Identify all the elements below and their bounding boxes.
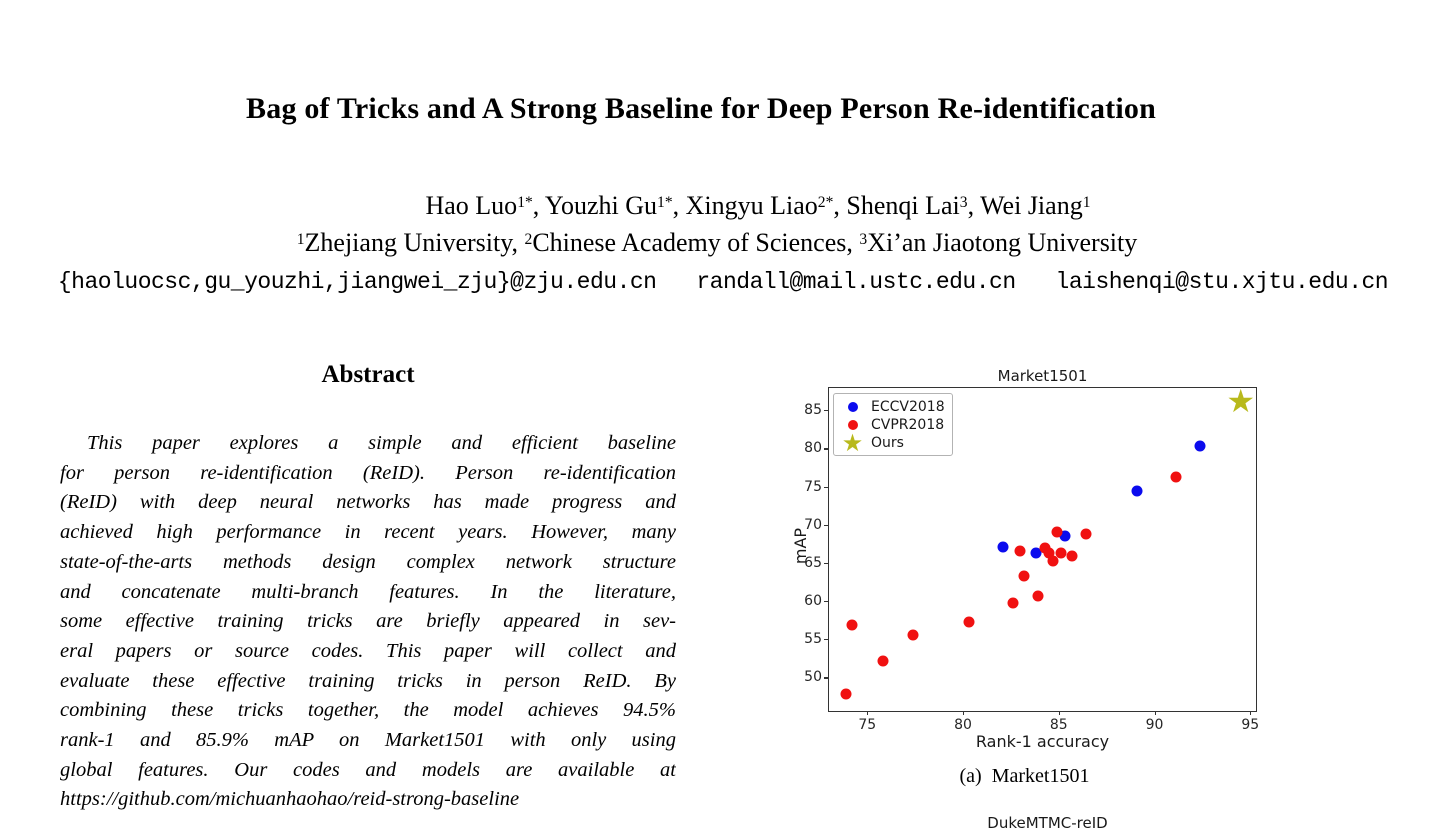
data-point-star-ours: ★ bbox=[1226, 382, 1256, 421]
data-point-cvpr2018 bbox=[1170, 471, 1182, 483]
data-point-eccv2018 bbox=[1030, 547, 1042, 559]
y-tick-label: 70 bbox=[804, 516, 822, 533]
dot-marker-icon bbox=[834, 416, 871, 434]
y-tick-mark bbox=[823, 639, 828, 641]
author-affiliation-mark: 3 bbox=[959, 193, 968, 211]
legend-label: Ours bbox=[871, 435, 904, 451]
y-tick-mark bbox=[823, 677, 828, 679]
x-tick-mark bbox=[867, 711, 869, 715]
dot-marker-icon bbox=[834, 398, 871, 416]
y-tick-label: 60 bbox=[804, 593, 822, 610]
data-point-cvpr2018 bbox=[1007, 597, 1019, 609]
x-axis-label: Rank-1 accuracy bbox=[975, 732, 1110, 751]
data-point-eccv2018 bbox=[1131, 485, 1143, 497]
affiliation-name: Zhejiang University bbox=[304, 228, 512, 257]
author-affiliation-mark: 2* bbox=[817, 193, 834, 211]
affiliation-mark: 3 bbox=[859, 230, 868, 248]
affiliation-name: Xi’an Jiaotong University bbox=[867, 228, 1138, 257]
y-tick-mark bbox=[823, 524, 828, 526]
next-chart-title: DukeMTMC-reID bbox=[987, 814, 1108, 831]
data-point-cvpr2018 bbox=[1032, 590, 1044, 602]
abstract-line: evaluate these effective training tricks… bbox=[60, 669, 676, 692]
abstract-body: This paper explores a simple and efficie… bbox=[60, 429, 676, 815]
star-marker-icon: ★ bbox=[841, 429, 864, 457]
abstract-line: combining these tricks together, the mod… bbox=[60, 699, 676, 722]
abstract-line: This paper explores a simple and efficie… bbox=[87, 432, 676, 454]
y-tick-mark bbox=[823, 448, 828, 450]
author-affiliation-mark: 1 bbox=[1082, 193, 1091, 211]
y-tick-mark bbox=[823, 601, 828, 603]
figure-caption: (a) Market1501 bbox=[959, 765, 1090, 787]
abstract-line: some effective training tricks are brief… bbox=[60, 610, 676, 633]
author-affiliation-mark: 1* bbox=[657, 193, 673, 211]
data-point-eccv2018 bbox=[1194, 440, 1206, 452]
data-point-cvpr2018 bbox=[846, 619, 858, 631]
x-tick-mark bbox=[1250, 711, 1252, 715]
x-tick-label: 95 bbox=[1241, 717, 1260, 733]
abstract-heading: Abstract bbox=[321, 361, 415, 388]
y-tick-label: 85 bbox=[804, 402, 822, 419]
author-line: Hao Luo1*, Youzhi Gu1*, Xingyu Liao2*, S… bbox=[425, 191, 1091, 220]
y-tick-label: 50 bbox=[804, 669, 822, 686]
y-tick-label: 80 bbox=[804, 440, 822, 457]
abstract-line: and concatenate multi-branch features. I… bbox=[60, 580, 676, 603]
legend-item-eccv2018: ECCV2018 bbox=[834, 398, 952, 416]
data-point-cvpr2018 bbox=[1080, 528, 1092, 540]
x-tick-label: 90 bbox=[1145, 717, 1164, 733]
x-tick-label: 80 bbox=[954, 717, 972, 733]
data-point-cvpr2018 bbox=[1018, 570, 1030, 582]
legend-item-cvpr2018: CVPR2018 bbox=[834, 416, 952, 434]
affiliation-line: 1Zhejiang University, 2Chinese Academy o… bbox=[296, 228, 1138, 257]
y-tick-mark bbox=[823, 486, 828, 488]
data-point-cvpr2018 bbox=[1014, 545, 1026, 557]
github-link[interactable]: https://github.com/michuanhaohao/reid-st… bbox=[60, 788, 520, 811]
author-affiliation-mark: 1* bbox=[517, 193, 533, 211]
x-tick-mark bbox=[1058, 711, 1060, 715]
author-name: Xingyu Liao bbox=[685, 191, 818, 220]
email-line: {haoluocsc,gu_youzhi,jiangwei_zju}@zju.e… bbox=[57, 269, 1389, 295]
data-point-cvpr2018 bbox=[1066, 550, 1078, 562]
chart-title: Market1501 bbox=[997, 367, 1088, 385]
y-tick-label: 65 bbox=[804, 554, 822, 571]
data-point-cvpr2018 bbox=[877, 655, 889, 667]
affiliation-name: Chinese Academy of Sciences bbox=[532, 228, 847, 257]
abstract-line: achieved high performance in recent year… bbox=[60, 521, 676, 544]
abstract-line: rank-1 and 85.9% mAP on Market1501 with … bbox=[60, 729, 676, 752]
y-tick-label: 75 bbox=[804, 478, 822, 495]
legend-item-ours: ★ Ours bbox=[834, 429, 952, 457]
affiliation-mark: 1 bbox=[296, 230, 305, 248]
data-point-cvpr2018 bbox=[1047, 555, 1059, 567]
data-point-cvpr2018 bbox=[907, 629, 919, 641]
author-name: Youzhi Gu bbox=[544, 191, 658, 220]
y-tick-mark bbox=[823, 562, 828, 565]
data-point-cvpr2018 bbox=[1043, 547, 1055, 559]
abstract-line: global features. Our codes and models ar… bbox=[60, 758, 676, 781]
x-tick-mark bbox=[1154, 711, 1156, 715]
author-name: Wei Jiang bbox=[980, 191, 1083, 220]
author-name: Shenqi Lai bbox=[846, 191, 960, 220]
data-point-cvpr2018 bbox=[840, 688, 852, 700]
paper-title: Bag of Tricks and A Strong Baseline for … bbox=[246, 92, 1156, 125]
abstract-line: eral papers or source codes. This paper … bbox=[60, 639, 676, 662]
x-tick-mark bbox=[963, 711, 965, 715]
affiliation-mark: 2 bbox=[524, 230, 533, 248]
chart-legend: ECCV2018 CVPR2018 ★ Ours bbox=[833, 393, 953, 456]
author-name: Hao Luo bbox=[425, 191, 518, 220]
plot-area: 75 80 85 90 95 50 55 60 65 70 75 80 85 ★ ECCV2018 CVPR2… bbox=[804, 382, 1259, 733]
abstract-line: for person re-identification (ReID). Per… bbox=[60, 461, 676, 484]
data-point-eccv2018 bbox=[997, 541, 1009, 553]
abstract-line: state-of-the-arts methods design complex… bbox=[60, 550, 676, 573]
x-tick-label: 75 bbox=[858, 717, 877, 733]
legend-label: ECCV2018 bbox=[871, 399, 945, 415]
data-point-cvpr2018 bbox=[1055, 547, 1067, 559]
abstract-line: (ReID) with deep neural networks has mad… bbox=[60, 491, 676, 514]
x-tick-label: 85 bbox=[1049, 717, 1068, 733]
legend-label: CVPR2018 bbox=[871, 417, 945, 433]
y-tick-label: 55 bbox=[804, 631, 822, 648]
data-point-cvpr2018 bbox=[1051, 526, 1063, 538]
y-tick-mark bbox=[823, 410, 828, 412]
data-point-eccv2018 bbox=[1059, 530, 1071, 542]
data-point-cvpr2018 bbox=[963, 616, 975, 628]
